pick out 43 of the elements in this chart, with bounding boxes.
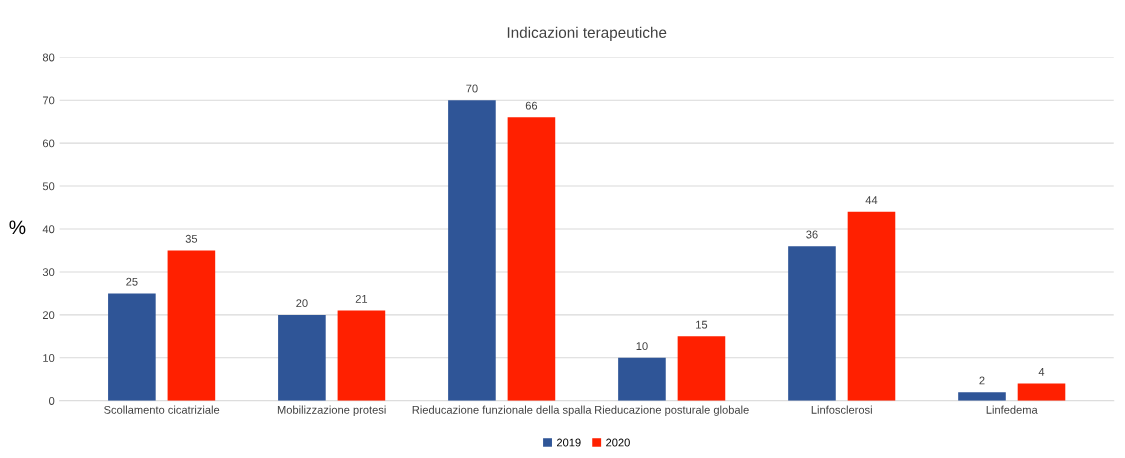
bar xyxy=(507,117,556,401)
x-tick-label: Linfedema xyxy=(986,405,1038,414)
x-tick-label: Rieducazione funzionale della spalla xyxy=(412,405,592,416)
data-label: 66 xyxy=(525,101,538,110)
x-tick-label: Mobilizzazione protesi xyxy=(277,405,386,416)
y-tick-label: 20 xyxy=(42,311,55,320)
data-label: 36 xyxy=(806,230,818,239)
chart-title: Indicazioni terapeutiche xyxy=(507,26,667,41)
bar xyxy=(618,357,666,401)
y-tick-label: 50 xyxy=(42,182,55,191)
y-tick-label: 0 xyxy=(49,397,55,405)
bar xyxy=(958,392,1006,401)
y-tick-label: 70 xyxy=(42,96,55,105)
bar xyxy=(1017,383,1066,401)
bar xyxy=(167,250,216,401)
legend-label: 2020 xyxy=(606,438,630,447)
y-tick-label: 80 xyxy=(42,53,55,62)
data-label: 15 xyxy=(696,320,708,329)
data-label: 2 xyxy=(979,376,985,385)
bar xyxy=(847,211,896,401)
x-tick-label: Rieducazione posturale globale xyxy=(595,405,749,416)
x-tick-label: Scollamento cicatriziale xyxy=(104,405,220,414)
y-tick-label: 10 xyxy=(43,354,55,362)
bar xyxy=(337,310,386,401)
bar xyxy=(448,100,496,401)
x-tick-label: Linfosclerosi xyxy=(811,405,872,414)
legend-label: 2019 xyxy=(556,438,581,447)
data-label: 44 xyxy=(865,196,878,204)
bar xyxy=(788,246,836,401)
data-label: 4 xyxy=(1038,368,1045,376)
data-label: 20 xyxy=(296,299,308,308)
bar xyxy=(108,293,156,401)
data-label: 10 xyxy=(636,342,648,351)
data-label: 70 xyxy=(466,84,478,93)
y-tick-label: 60 xyxy=(42,139,55,148)
y-tick-label: 30 xyxy=(42,268,55,277)
bar xyxy=(677,336,726,401)
y-tick-label: 40 xyxy=(42,225,55,234)
data-label: 35 xyxy=(185,234,198,243)
data-label: 25 xyxy=(126,277,138,286)
data-label: 21 xyxy=(355,294,368,303)
y-axis-title: % xyxy=(9,220,26,235)
bar xyxy=(278,314,326,401)
